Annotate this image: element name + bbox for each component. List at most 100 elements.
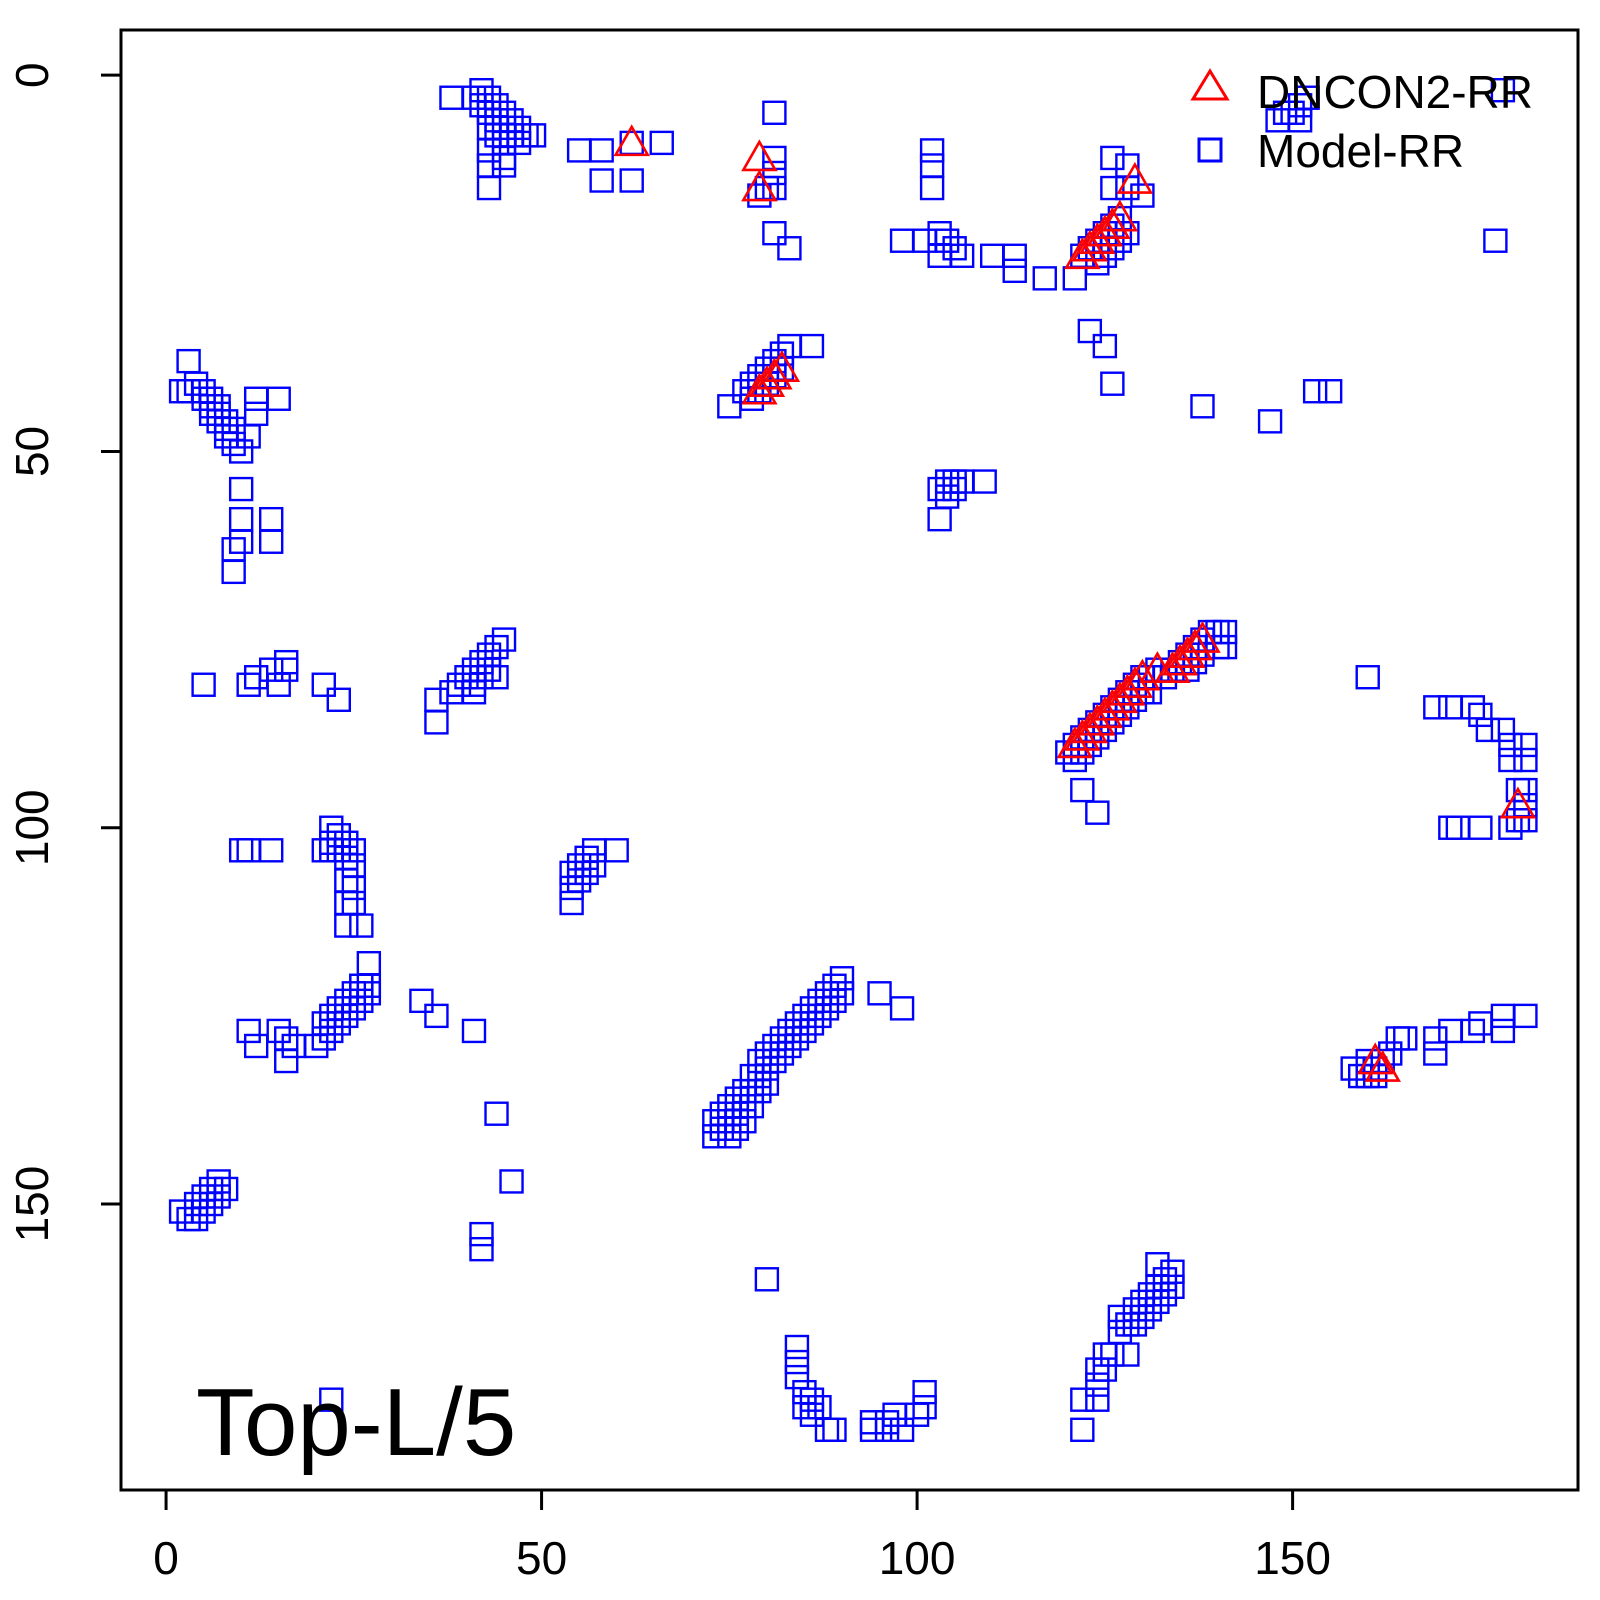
model-rr-point [1085,800,1110,825]
model-rr-point [191,672,216,697]
model-rr-point [491,100,517,125]
model-rr-point [469,649,494,675]
model-rr-point [469,78,494,103]
model-rr-point [1130,1289,1155,1315]
model-rr-point [243,1033,269,1059]
model-rr-point [499,108,524,133]
model-rr-point [1460,1018,1486,1044]
model-rr-point [319,1387,344,1412]
model-rr-point [1475,717,1501,743]
model-rr-point [311,1026,336,1051]
model-rr-point [1122,1312,1148,1337]
model-rr-point [461,657,487,682]
model-rr-point [717,1124,742,1149]
model-rr-point [1498,732,1523,758]
model-rr-point [709,1101,735,1126]
model-rr-point [228,506,254,532]
model-rr-point [919,138,945,163]
model-rr-point [769,1026,795,1051]
model-rr-point [326,823,351,848]
model-rr-point [1160,1274,1185,1300]
model-rr-point [341,838,367,863]
model-rr-point [349,988,374,1014]
model-rr-point [476,153,502,178]
model-rr-point [777,1033,802,1059]
x-tick-label: 50 [516,1532,567,1584]
model-rr-point [1002,258,1027,284]
model-rr-point [168,1199,194,1224]
legend-label-dncon2: DNCON2-RR [1257,66,1533,118]
model-rr-point [1490,717,1516,743]
model-rr-point [476,115,502,141]
model-rr-point [1070,1387,1095,1412]
model-rr-point [183,371,209,396]
model-rr-point [1287,93,1313,118]
model-rr-point [1513,747,1538,773]
model-rr-point [1115,1342,1140,1367]
y-tick-label: 50 [6,426,58,477]
model-rr-point [1483,228,1508,253]
model-rr-point [1137,1282,1163,1307]
model-rr-point [739,1063,765,1089]
model-rr-point [484,665,509,690]
model-rr-point [972,469,997,494]
model-rr-point [754,1071,780,1096]
model-rr-point [349,913,374,938]
y-tick-label: 100 [6,789,58,866]
model-rr-point [206,1169,231,1194]
model-rr-point [521,123,547,148]
model-rr-point [236,838,261,863]
model-rr-point [747,183,772,208]
model-rr-point [799,1387,825,1412]
model-rr-point [461,680,487,705]
dncon2-rr-points [613,124,1537,1082]
model-rr-point [506,130,532,156]
model-rr-point [356,981,382,1006]
model-rr-point [702,1124,727,1149]
model-rr-point [1107,1319,1133,1345]
model-rr-point [461,672,487,697]
model-rr-point [814,1417,840,1442]
model-rr-point [927,506,952,532]
model-rr-point [326,996,351,1021]
model-rr-point [191,379,216,404]
model-rr-point [221,431,246,457]
model-rr-point [912,228,937,253]
model-rr-point [1115,175,1140,201]
model-rr-point [259,506,284,532]
model-rr-point [506,115,532,141]
model-rr-point [1498,747,1523,773]
model-rr-point [859,1417,885,1442]
model-rr-point [1468,1011,1493,1036]
model-rr-point [1130,1304,1155,1330]
model-rr-point [198,1176,224,1202]
model-rr-point [183,1191,209,1217]
model-rr-point [709,1116,735,1141]
model-rr-point [649,130,674,156]
model-rr-point [1032,266,1057,291]
model-rr-point [777,236,802,261]
model-rr-point [927,220,952,246]
model-rr-point [1212,619,1238,645]
model-rr-point [934,228,960,253]
model-rr-point [739,1093,765,1119]
model-rr-point [1460,695,1486,720]
model-rr-point [1205,619,1230,645]
model-rr-point [221,416,246,442]
legend-label-model: Model-RR [1257,125,1464,177]
model-rr-point [1145,1252,1170,1277]
model-rr-point [499,123,524,148]
model-rr-point [266,1018,291,1044]
model-rr-point [1115,220,1140,246]
model-rr-point [889,996,915,1021]
model-rr-point [754,1056,780,1081]
model-rr-point [874,1410,900,1435]
model-rr-point [1272,100,1298,125]
model-rr-point [198,386,224,411]
model-rr-point [889,1417,915,1442]
model-rr-point [461,85,487,110]
model-rr-point [717,1093,742,1119]
model-rr-point [491,627,517,652]
model-rr-point [274,1026,299,1051]
model-rr-point [1085,1357,1110,1382]
